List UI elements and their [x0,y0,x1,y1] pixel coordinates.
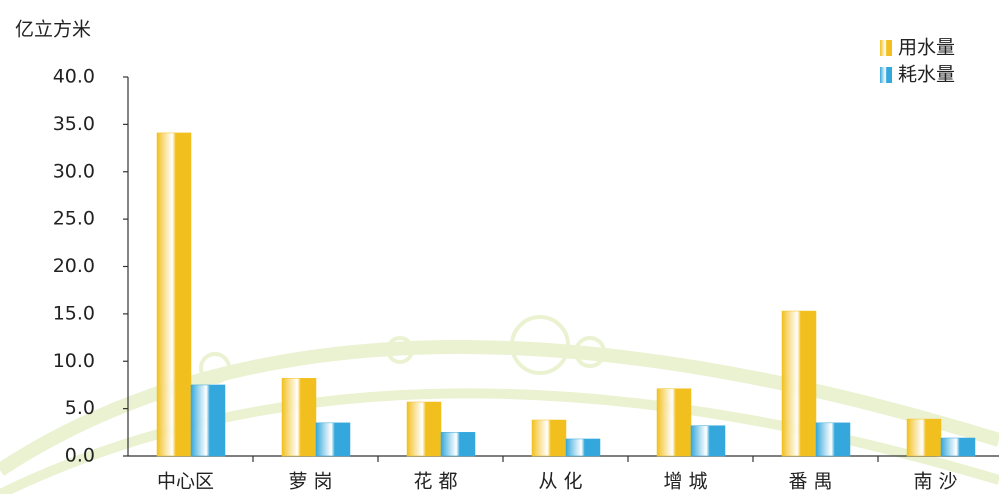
bar [406,401,442,457]
y-tick-label: 5.0 [65,397,95,419]
x-tick-label: 中心区 [157,471,214,493]
legend-label: 耗水量 [898,64,955,86]
x-tick-label: 花 都 [413,471,457,493]
bar [565,438,601,457]
bar [815,422,851,457]
legend-swatch [880,40,892,56]
y-tick-label: 25.0 [53,208,95,230]
y-tick-label: 0.0 [65,445,95,467]
bar [531,419,567,457]
y-tick-label: 35.0 [53,113,95,135]
bar [281,378,317,457]
y-tick-label: 30.0 [53,160,95,182]
bar [190,384,226,457]
bar [690,425,726,457]
bar [781,310,817,457]
y-tick-label: 20.0 [53,255,95,277]
bar [656,388,692,457]
bar [940,437,976,457]
legend-swatch [880,67,892,83]
legend-label: 用水量 [898,37,955,59]
y-tick-label: 15.0 [53,302,95,324]
background-decoration [0,315,999,494]
bar [315,422,351,457]
y-axis-label: 亿立方米 [15,19,91,41]
y-tick-label: 40.0 [53,66,95,88]
bar [906,418,942,457]
x-tick-label: 从 化 [538,471,582,493]
x-tick-label: 南 沙 [913,471,957,493]
y-tick-label: 10.0 [53,350,95,372]
bar [440,432,476,457]
x-tick-label: 增 城 [663,471,707,493]
x-tick-label: 番 禺 [788,471,832,493]
bar [156,132,192,457]
x-tick-label: 萝 岗 [288,471,332,493]
